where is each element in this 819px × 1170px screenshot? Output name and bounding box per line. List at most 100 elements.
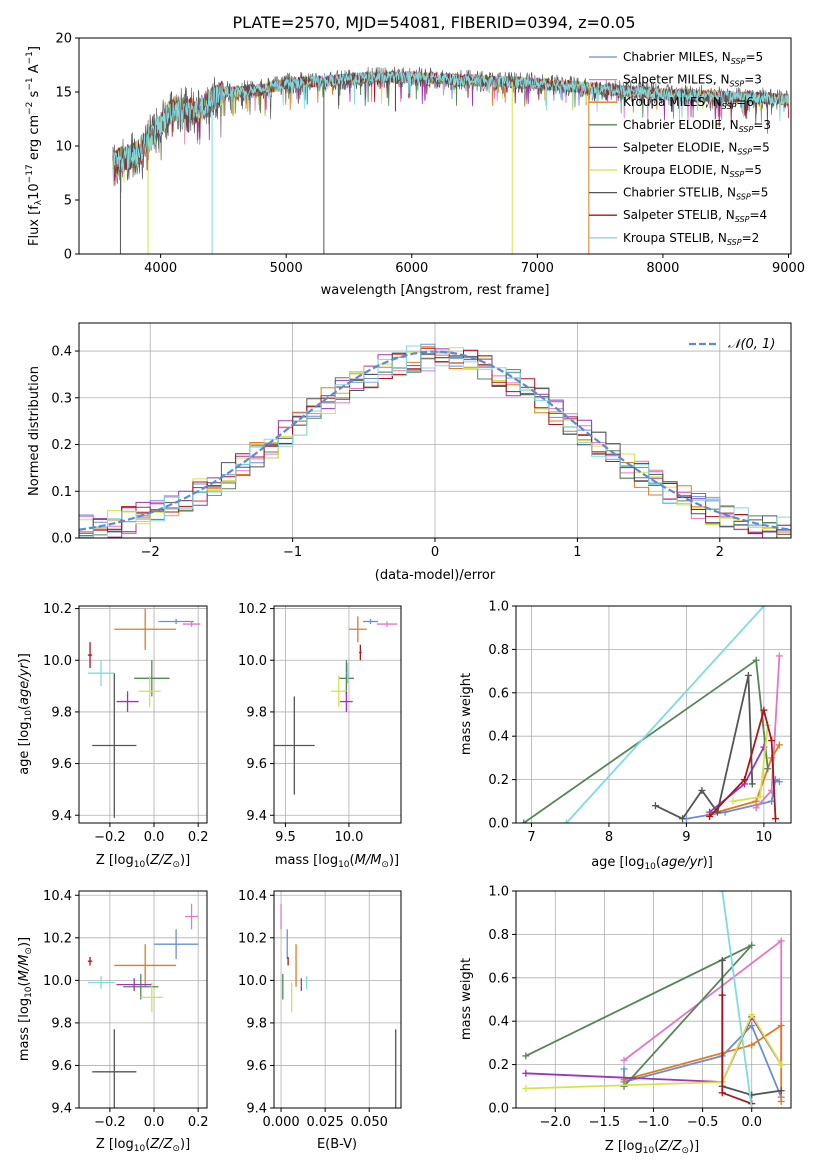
y-tick-label: 1.0 (488, 885, 509, 900)
x-tick-label: 9.5 (275, 830, 296, 845)
mass-vs-z-panel: −0.2 0.0 0.2 9.4 9.6 9.8 10.0 10.2 10.4 Z [log10… (17, 889, 209, 1154)
residuals-legend: 𝒩(0, 1) (689, 337, 775, 352)
x-tick-label: 10.0 (334, 830, 363, 845)
y-tick-label: 9.8 (51, 1016, 72, 1031)
y-tick-label: 9.6 (246, 757, 267, 772)
spectrum-series-line (112, 66, 789, 184)
mass-vs-ebv-panel: 0.000 0.025 0.050 9.4 9.6 9.8 10.0 10.2 10.4 E(B… (238, 889, 402, 1152)
y-tick-label: 0.0 (51, 532, 72, 547)
x-tick-label: 2 (716, 545, 724, 560)
legend-label: Salpeter MILES, NSSP=3 (623, 73, 762, 89)
histogram-step-line (79, 347, 791, 538)
weight-vs-age-ylabel: mass weight (459, 673, 474, 755)
x-tick-label: 0.0 (144, 830, 165, 845)
y-tick-label: 10.2 (238, 931, 267, 946)
y-tick-label: 0.4 (51, 345, 72, 360)
weight-series-line (525, 944, 753, 1087)
normal-reference-curve (79, 350, 791, 531)
mass-vs-ebv-xlabel: E(B-V) (317, 1137, 357, 1152)
age-vs-z-panel: −0.2 0.0 0.2 9.4 9.6 9.8 10.0 10.2 Z [log10(Z/Z… (17, 602, 209, 870)
y-tick-label: 10.4 (238, 889, 267, 904)
legend-label: Kroupa STELIB, NSSP=2 (623, 231, 759, 247)
age-vs-z-axes-frame (78, 605, 208, 824)
y-tick-label: 9.4 (246, 809, 267, 824)
weight-vs-z-panel: −2.0 −1.5 −1.0 −0.5 0.0 0.0 0.2 0.4 0.6 0.8 1.0 Z … (459, 885, 792, 1156)
x-tick-label: −0.5 (687, 1115, 719, 1130)
x-tick-label: −2 (141, 545, 160, 560)
legend-label: Salpeter STELIB, NSSP=4 (623, 208, 767, 224)
legend-label-normal: 𝒩(0, 1) (728, 337, 775, 352)
y-tick-label: 9.6 (246, 1059, 267, 1074)
x-tick-label: 0.0 (144, 1115, 165, 1130)
y-tick-label: 5 (64, 194, 72, 209)
y-tick-label: 10.2 (43, 602, 72, 617)
weight-series-line (565, 606, 765, 823)
age-vs-mass-xlabel: mass [log10(M/M⊙)] (275, 853, 399, 870)
weight-series-line (655, 675, 754, 820)
legend-label: Chabrier STELIB, NSSP=5 (623, 186, 768, 202)
y-tick-label: 10.4 (43, 889, 72, 904)
x-tick-label: 0.2 (188, 1115, 209, 1130)
y-tick-label: 20 (55, 32, 72, 47)
x-tick-label: 5000 (270, 261, 303, 276)
x-tick-label: −0.2 (94, 830, 126, 845)
weight-series-line (721, 891, 753, 1108)
mass-vs-z-xlabel: Z [log10(Z/Z⊙)] (96, 1137, 190, 1154)
x-tick-label: −2.0 (539, 1115, 571, 1130)
x-tick-label: 0.025 (307, 1115, 344, 1130)
x-tick-label: 0.000 (262, 1115, 299, 1130)
x-tick-label: 9 (682, 830, 690, 845)
y-tick-label: 9.6 (51, 1059, 72, 1074)
spectrum-series-line (112, 71, 789, 187)
y-tick-label: 0.4 (488, 730, 509, 745)
y-tick-label: 0.8 (488, 928, 509, 943)
x-tick-label: −0.2 (94, 1115, 126, 1130)
weight-vs-age-panel: 7 8 9 10 0.0 0.2 0.4 0.6 0.8 1.0 age [log10(age/y… (459, 600, 792, 872)
age-vs-z-xlabel: Z [log10(Z/Z⊙)] (96, 853, 190, 870)
y-tick-label: 15 (55, 86, 72, 101)
y-tick-label: 10.0 (43, 654, 72, 669)
x-tick-label: 0.2 (188, 830, 209, 845)
weight-vs-age-xlabel: age [log10(age/yr)] (591, 855, 713, 872)
y-tick-label: 10 (55, 140, 72, 155)
y-tick-label: 0.2 (51, 438, 72, 453)
weight-series-line (709, 744, 781, 816)
y-tick-label: 1.0 (488, 600, 509, 615)
x-tick-label: 8 (605, 830, 613, 845)
y-tick-label: 9.8 (246, 705, 267, 720)
figure-title: PLATE=2570, MJD=54081, FIBERID=0394, z=0… (232, 13, 635, 32)
y-tick-label: 0.8 (488, 643, 509, 658)
x-tick-label: 9000 (772, 261, 805, 276)
legend-label: Chabrier ELODIE, NSSP=3 (623, 118, 771, 134)
y-tick-label: 0.3 (51, 391, 72, 406)
x-tick-label: 7000 (521, 261, 554, 276)
spectrum-ylabel: Flux [fλ10−17 erg cm−2 s−1 A−1] (25, 46, 44, 246)
y-tick-label: 9.8 (246, 1016, 267, 1031)
y-tick-label: 0.0 (488, 817, 509, 832)
mass-vs-ebv-axes-frame (273, 890, 402, 1109)
spectrum-panel: 4000 5000 6000 7000 8000 9000 0 5 10 15 20 wavelen… (25, 32, 805, 299)
y-tick-label: 10.2 (238, 602, 267, 617)
x-tick-label: 0.050 (351, 1115, 388, 1130)
weight-vs-z-ylabel: mass weight (459, 958, 474, 1040)
y-tick-label: 9.4 (51, 809, 72, 824)
age-vs-z-ylabel: age [log10(age/yr)] (17, 653, 34, 775)
spectrum-legend: Chabrier MILES, NSSP=5 Salpeter MILES, NS… (589, 50, 771, 247)
y-tick-label: 0.0 (488, 1102, 509, 1117)
x-tick-label: 1 (573, 545, 581, 560)
age-vs-mass-axes-frame (273, 605, 402, 824)
weight-series-line (525, 1012, 782, 1090)
legend-label: Kroupa ELODIE, NSSP=5 (623, 163, 762, 179)
y-tick-label: 9.6 (51, 757, 72, 772)
mass-vs-z-ylabel: mass [log10(M/M⊙)] (17, 937, 34, 1061)
spectrum-xlabel: wavelength [Angstrom, rest frame] (321, 283, 550, 298)
weight-series-line (523, 658, 769, 823)
y-tick-label: 10.2 (43, 931, 72, 946)
legend-label: Salpeter ELODIE, NSSP=5 (623, 140, 770, 156)
y-tick-label: 0.6 (488, 686, 509, 701)
residuals-panel: −2 −1 0 1 2 0.0 0.1 0.2 0.3 0.4 (data-model)/erro… (27, 322, 792, 583)
x-tick-label: −1 (283, 545, 302, 560)
y-tick-label: 0.4 (488, 1015, 509, 1030)
y-tick-label: 10.0 (238, 974, 267, 989)
